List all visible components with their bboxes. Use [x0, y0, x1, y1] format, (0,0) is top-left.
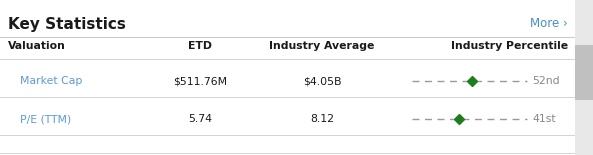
- Text: P/E (TTM): P/E (TTM): [20, 114, 71, 124]
- Text: Market Cap: Market Cap: [20, 76, 82, 86]
- Text: 5.74: 5.74: [188, 114, 212, 124]
- Text: $4.05B: $4.05B: [303, 76, 341, 86]
- Bar: [575, 0, 593, 155]
- Text: 41st: 41st: [532, 114, 556, 124]
- Text: More ›: More ›: [530, 17, 568, 30]
- Text: 8.12: 8.12: [310, 114, 334, 124]
- Text: ETD: ETD: [188, 41, 212, 51]
- Text: Industry Percentile: Industry Percentile: [451, 41, 569, 51]
- Text: 52nd: 52nd: [532, 76, 560, 86]
- Text: $511.76M: $511.76M: [173, 76, 227, 86]
- Text: Valuation: Valuation: [8, 41, 66, 51]
- Text: Industry Average: Industry Average: [269, 41, 375, 51]
- Bar: [575, 45, 593, 100]
- Text: Key Statistics: Key Statistics: [8, 17, 126, 32]
